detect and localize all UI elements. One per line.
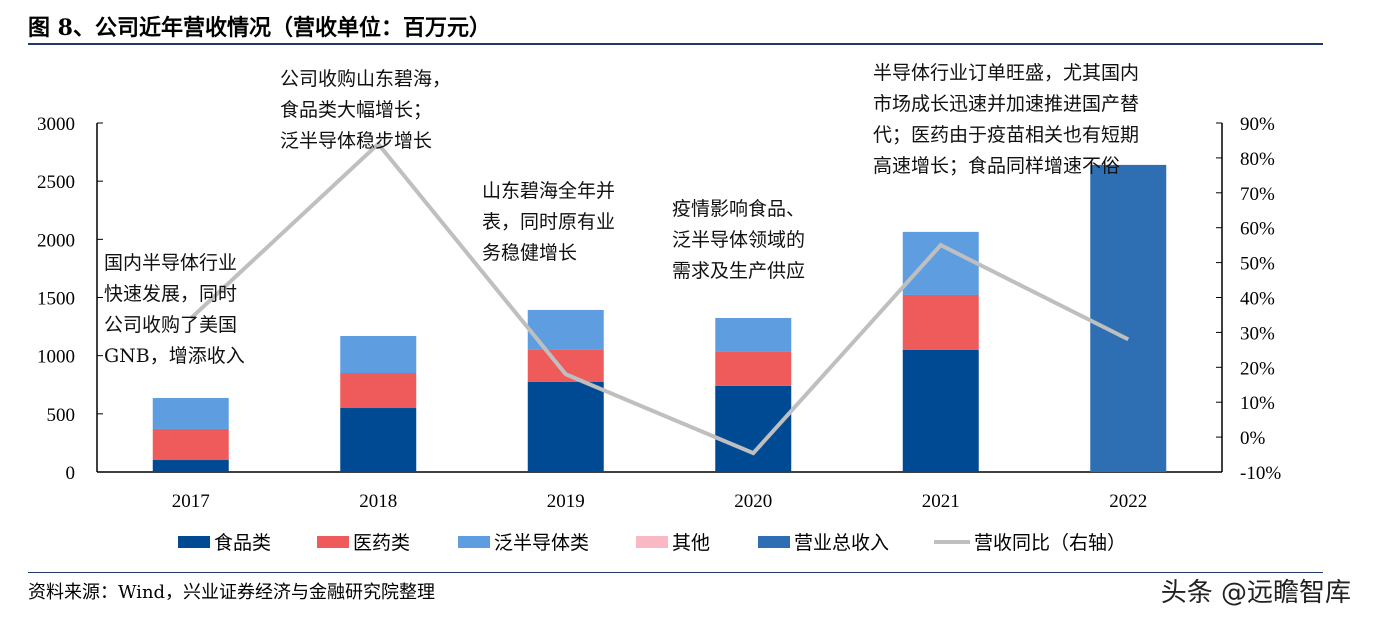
left-tick-label: 3000 [37,114,75,135]
legend-label: 营业总收入 [794,532,889,554]
yoy-growth-line [189,141,1130,456]
legend-label: 其他 [672,532,710,554]
x-tick-label: 2019 [547,491,585,512]
bar-segment-2021 [902,294,979,350]
bar-segment-2018 [340,408,417,472]
legend-swatch [636,536,668,548]
left-tick-label: 500 [47,405,76,426]
bar-segment-2021 [902,231,979,295]
title-divider [28,43,1323,45]
bar-segment-2020 [715,351,792,386]
legend-label: 医药类 [353,532,410,554]
legend-label: 食品类 [214,532,271,554]
legend-label: 营收同比（右轴） [974,532,1126,554]
annotation-2019: 山东碧海全年并 表，同时原有业 务稳健增长 [482,180,616,264]
annotation-2018: 公司收购山东碧海， 食品类大幅增长； 泛半导体稳步增长 [280,68,452,152]
legend-swatch [178,536,210,548]
right-tick-label: -10% [1240,463,1281,484]
right-tick-label: 20% [1240,358,1275,379]
left-tick-label: 1500 [37,289,75,310]
bar-segment-2019 [527,349,604,382]
annotation-2021: 半导体行业订单旺盛，尤其国内 市场成长迅速并加速推进国产替 代；医药由于疫苗相关… [873,62,1140,177]
legend-swatch [458,536,490,548]
bar-segment-2018 [340,336,417,374]
total-bar-2022 [1090,164,1167,472]
legend-swatch [317,536,349,548]
bar-segment-2020 [715,385,792,472]
bar-segment-2018 [340,373,417,409]
legend-label: 泛半导体类 [494,532,589,554]
bar-segment-2017 [152,460,229,472]
right-tick-label: 60% [1240,219,1275,240]
right-tick-label: 10% [1240,393,1275,414]
right-tick-label: 0% [1240,428,1266,449]
x-tick-label: 2017 [172,491,210,512]
right-tick-label: 40% [1240,289,1275,310]
watermark: 头条 @远瞻智库 [1160,578,1351,608]
bar-segment-2021 [902,349,979,472]
legend-swatch [758,536,790,548]
right-tick-label: 50% [1240,254,1275,275]
left-tick-label: 2500 [37,172,75,193]
left-tick-label: 1000 [37,347,75,368]
annotation-2020: 疫情影响食品、 泛半导体领域的 需求及生产供应 [672,198,806,282]
bar-segment-2020 [715,317,792,352]
bar-segment-2017 [152,428,229,461]
x-tick-label: 2022 [1109,491,1147,512]
left-tick-label: 0 [66,463,76,484]
right-tick-label: 30% [1240,323,1275,344]
source-divider [28,572,1323,573]
annotation-2017: 国内半导体行业 快速发展，同时 公司收购了美国 GNB，增添收入 [104,252,245,367]
left-tick-label: 2000 [37,230,75,251]
figure-title: 图 8、公司近年营收情况（营收单位：百万元） [28,15,491,41]
bar-segment-2017 [152,398,229,429]
right-tick-label: 80% [1240,149,1275,170]
x-tick-label: 2020 [734,491,772,512]
source-note: 资料来源：Wind，兴业证券经济与金融研究院整理 [28,582,436,603]
x-tick-label: 2018 [359,491,397,512]
right-tick-label: 70% [1240,184,1275,205]
x-tick-label: 2021 [922,491,960,512]
bar-segment-2019 [527,381,604,472]
right-tick-label: 90% [1240,114,1275,135]
